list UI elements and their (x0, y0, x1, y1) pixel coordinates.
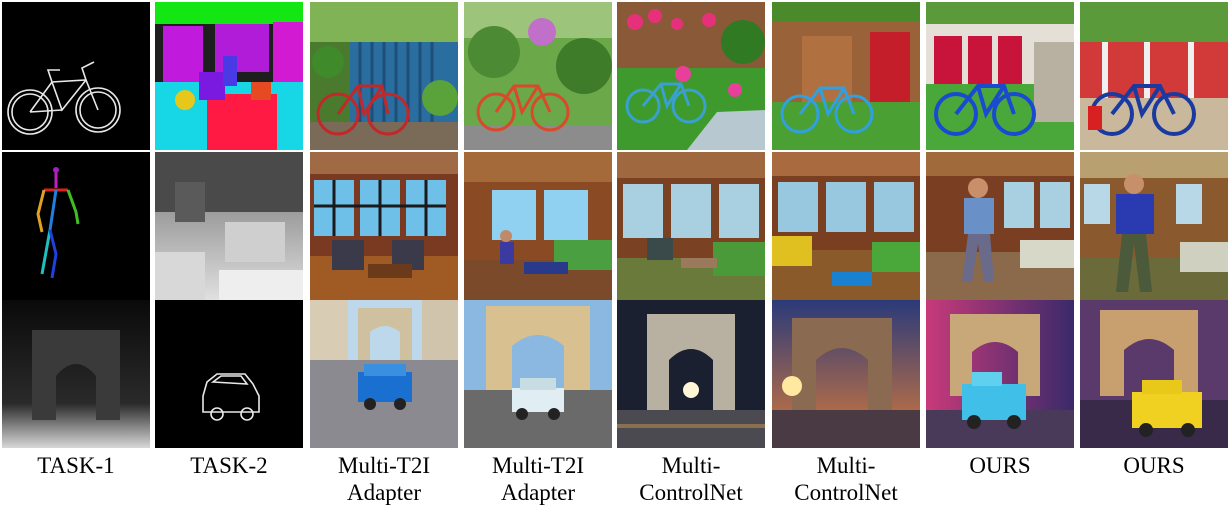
column-label-line2: ControlNet (794, 480, 898, 505)
car-sketch-condition (155, 300, 303, 448)
column-label-line2: Adapter (346, 480, 422, 505)
man-blue-jacket-living-room (1080, 152, 1228, 300)
column-label: Multi-T2I Adapter (461, 452, 615, 506)
column-label-line1: TASK-2 (190, 453, 268, 478)
column-label: Multi-T2I Adapter (307, 452, 461, 506)
living-room-windows (310, 152, 458, 300)
bicycle-garden-path (464, 2, 612, 150)
segmentation-condition (155, 2, 303, 150)
bicycle-garden-fence (310, 2, 458, 150)
pose-skeleton-condition (2, 152, 150, 300)
bicycle-flower-garden (617, 2, 765, 150)
arch-sunset (772, 300, 920, 448)
arch-white-car (464, 300, 612, 448)
arch-yellow-taxi (1080, 300, 1228, 448)
arch-cyan-truck (926, 300, 1074, 448)
column-labels: TASK-1 TASK-2 Multi-T2I Adapter Multi-T2… (0, 452, 1229, 516)
man-walking-living-room (926, 152, 1074, 300)
column-label-line1: Multi- (661, 453, 721, 478)
bicycle-sketch-condition (2, 2, 150, 150)
bicycle-blue-hedge (1080, 2, 1228, 150)
column-label: OURS (1077, 452, 1229, 479)
depth-living-room-condition (155, 152, 303, 300)
living-room-yellow-sofa (772, 152, 920, 300)
column-label-line1: TASK-1 (37, 453, 115, 478)
living-room-sofas (617, 152, 765, 300)
column-label-line2: Adapter (500, 480, 576, 505)
column-label-line2: ControlNet (639, 480, 743, 505)
bicycle-blue-red-wall (926, 2, 1074, 150)
column-label: Multi- ControlNet (614, 452, 768, 506)
arch-depth-condition (2, 300, 150, 448)
column-label-line1: Multi- (816, 453, 876, 478)
column-label-line1: OURS (969, 453, 1031, 478)
column-label-line1: Multi-T2I (492, 453, 584, 478)
column-label: Multi- ControlNet (769, 452, 923, 506)
column-label: OURS (923, 452, 1077, 479)
image-grid (2, 2, 1228, 448)
living-room-man-seated (464, 152, 612, 300)
column-label-line1: Multi-T2I (338, 453, 430, 478)
arch-night (617, 300, 765, 448)
arch-blue-car-day (310, 300, 458, 448)
bicycle-red-cabin (772, 2, 920, 150)
column-label-line1: OURS (1123, 453, 1185, 478)
column-label: TASK-2 (152, 452, 306, 479)
column-label: TASK-1 (0, 452, 153, 479)
